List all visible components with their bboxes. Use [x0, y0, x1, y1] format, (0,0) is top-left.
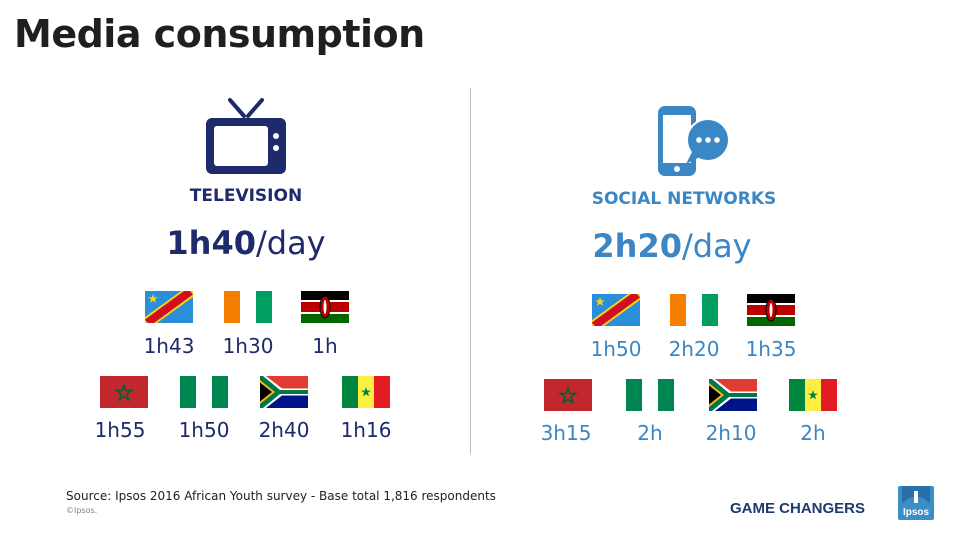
- television-value-nigeria: 1h50: [178, 418, 230, 442]
- television-value-south-africa: 2h40: [258, 418, 310, 442]
- ivory-coast-flag: [224, 291, 272, 323]
- senegal-flag: [342, 376, 390, 408]
- brand-tagline: GAME CHANGERS: [730, 500, 866, 517]
- social-value-senegal: 2h: [800, 421, 826, 445]
- logo-text: Ipsos: [902, 507, 930, 518]
- morocco-flag: [100, 376, 148, 408]
- nigeria-flag: [626, 379, 674, 411]
- social-average: 2h20/day: [552, 227, 792, 265]
- social-value-dr-congo: 1h50: [590, 337, 642, 361]
- social-value-ivory-coast: 2h20: [668, 337, 720, 361]
- ipsos-logo: Ipsos: [898, 486, 934, 520]
- south-africa-flag: [709, 379, 757, 411]
- television-average-unit: /day: [255, 224, 326, 262]
- television-value-morocco: 1h55: [94, 418, 146, 442]
- television-value-senegal: 1h16: [340, 418, 392, 442]
- dr-congo-flag: [592, 294, 640, 326]
- source-note: Source: Ipsos 2016 African Youth survey …: [66, 489, 496, 503]
- social-value-south-africa: 2h10: [705, 421, 757, 445]
- section-divider: [470, 88, 471, 454]
- social-value-morocco: 3h15: [540, 421, 592, 445]
- television-average-value: 1h40: [166, 224, 256, 262]
- senegal-flag: [789, 379, 837, 411]
- social-average-value: 2h20: [592, 227, 682, 265]
- social-value-nigeria: 2h: [637, 421, 663, 445]
- television-value-kenya: 1h: [312, 334, 338, 358]
- television-label: TELEVISION: [189, 186, 303, 206]
- page-title: Media consumption: [14, 12, 425, 56]
- kenya-flag: [747, 294, 795, 326]
- morocco-flag: [544, 379, 592, 411]
- copyright-note: ©Ipsos.: [66, 506, 98, 515]
- dr-congo-flag: [145, 291, 193, 323]
- social-value-kenya: 1h35: [745, 337, 797, 361]
- television-value-ivory-coast: 1h30: [222, 334, 274, 358]
- television-value-dr-congo: 1h43: [143, 334, 195, 358]
- social-networks-label: SOCIAL NETWORKS: [591, 189, 777, 209]
- nigeria-flag: [180, 376, 228, 408]
- television-average: 1h40/day: [126, 224, 366, 262]
- smartphone-chat-icon: [654, 102, 734, 178]
- social-average-unit: /day: [681, 227, 752, 265]
- ivory-coast-flag: [670, 294, 718, 326]
- south-africa-flag: [260, 376, 308, 408]
- tv-icon: [204, 96, 288, 176]
- kenya-flag: [301, 291, 349, 323]
